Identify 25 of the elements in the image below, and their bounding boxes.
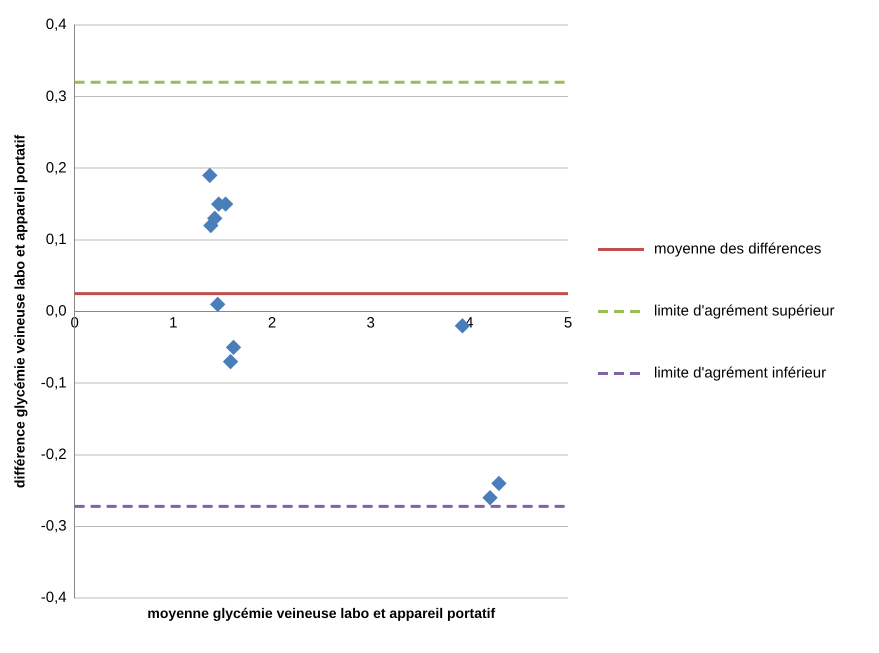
x-tick-label: 5 xyxy=(564,314,572,332)
point xyxy=(226,340,242,355)
point xyxy=(491,476,506,491)
x-tick-label: 2 xyxy=(268,314,276,332)
y-tick-label: -0,3 xyxy=(40,518,67,535)
point xyxy=(482,490,498,506)
y-axis-title: différence glycémie veineuse labo et appareil portatif xyxy=(11,134,28,488)
legend-label: moyenne des différences xyxy=(654,240,822,258)
x-tick-label: 1 xyxy=(169,314,178,332)
y-tick-label: -0,4 xyxy=(40,589,67,606)
point xyxy=(202,168,218,183)
y-tick-label: -0,2 xyxy=(40,446,67,463)
point xyxy=(203,218,218,234)
point xyxy=(210,296,226,312)
y-tick-label: -0,1 xyxy=(40,374,67,392)
y-tick-label: 0,1 xyxy=(46,231,67,248)
y-tick-label: 0,4 xyxy=(46,16,67,34)
y-tick-label: 0,3 xyxy=(46,88,67,105)
y-tick-label: 0,0 xyxy=(46,302,67,320)
point xyxy=(223,354,238,370)
y-tick-label: 0,2 xyxy=(46,159,67,176)
x-axis-title: moyenne glycémie veineuse labo et appareil portatif xyxy=(147,604,496,621)
x-tick-label: 3 xyxy=(366,314,375,332)
legend-label: limite d'agrément supérieur xyxy=(654,302,834,320)
legend-label: limite d'agrément inférieur xyxy=(654,364,826,382)
